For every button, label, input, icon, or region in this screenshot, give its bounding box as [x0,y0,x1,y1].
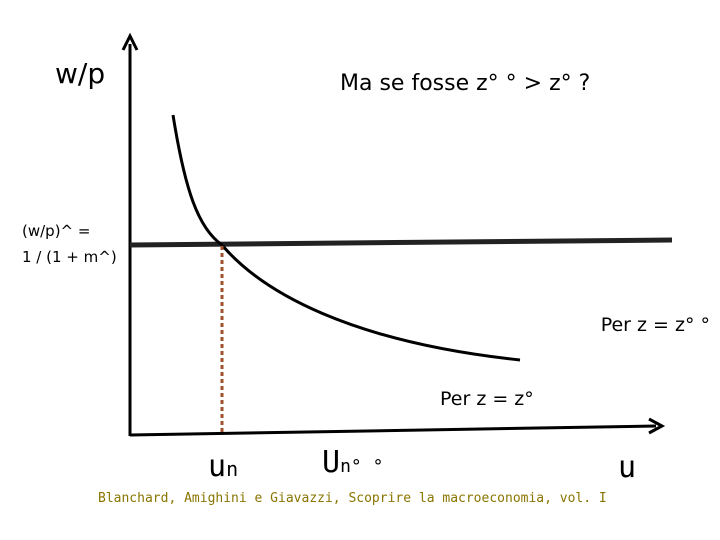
curve-label-new: Per z = z° ° [601,314,710,336]
un2-label: Un° ° [322,445,383,480]
x-axis-label: u [618,450,636,485]
title: Ma se fosse z° ° > z° ? [340,71,590,96]
x-axis [129,424,657,437]
curve-label-old: Per z = z° [440,388,534,410]
un-base: u [208,449,226,484]
un2-base: U [322,445,340,480]
y-axis-label: w/p [55,57,105,90]
x-arrow [648,417,666,435]
un-label: un [208,449,238,484]
wage-line [129,237,673,248]
wage-label-2: 1 / (1 + m^) [22,248,117,266]
y-arrow [121,32,139,51]
wage-label-1: (w/p)^ = [22,222,90,240]
un2-sub: n° ° [340,456,383,477]
curve [171,114,521,362]
un-sub: n [226,457,238,481]
source: Blanchard, Amighini e Giavazzi, Scoprire… [98,491,607,506]
